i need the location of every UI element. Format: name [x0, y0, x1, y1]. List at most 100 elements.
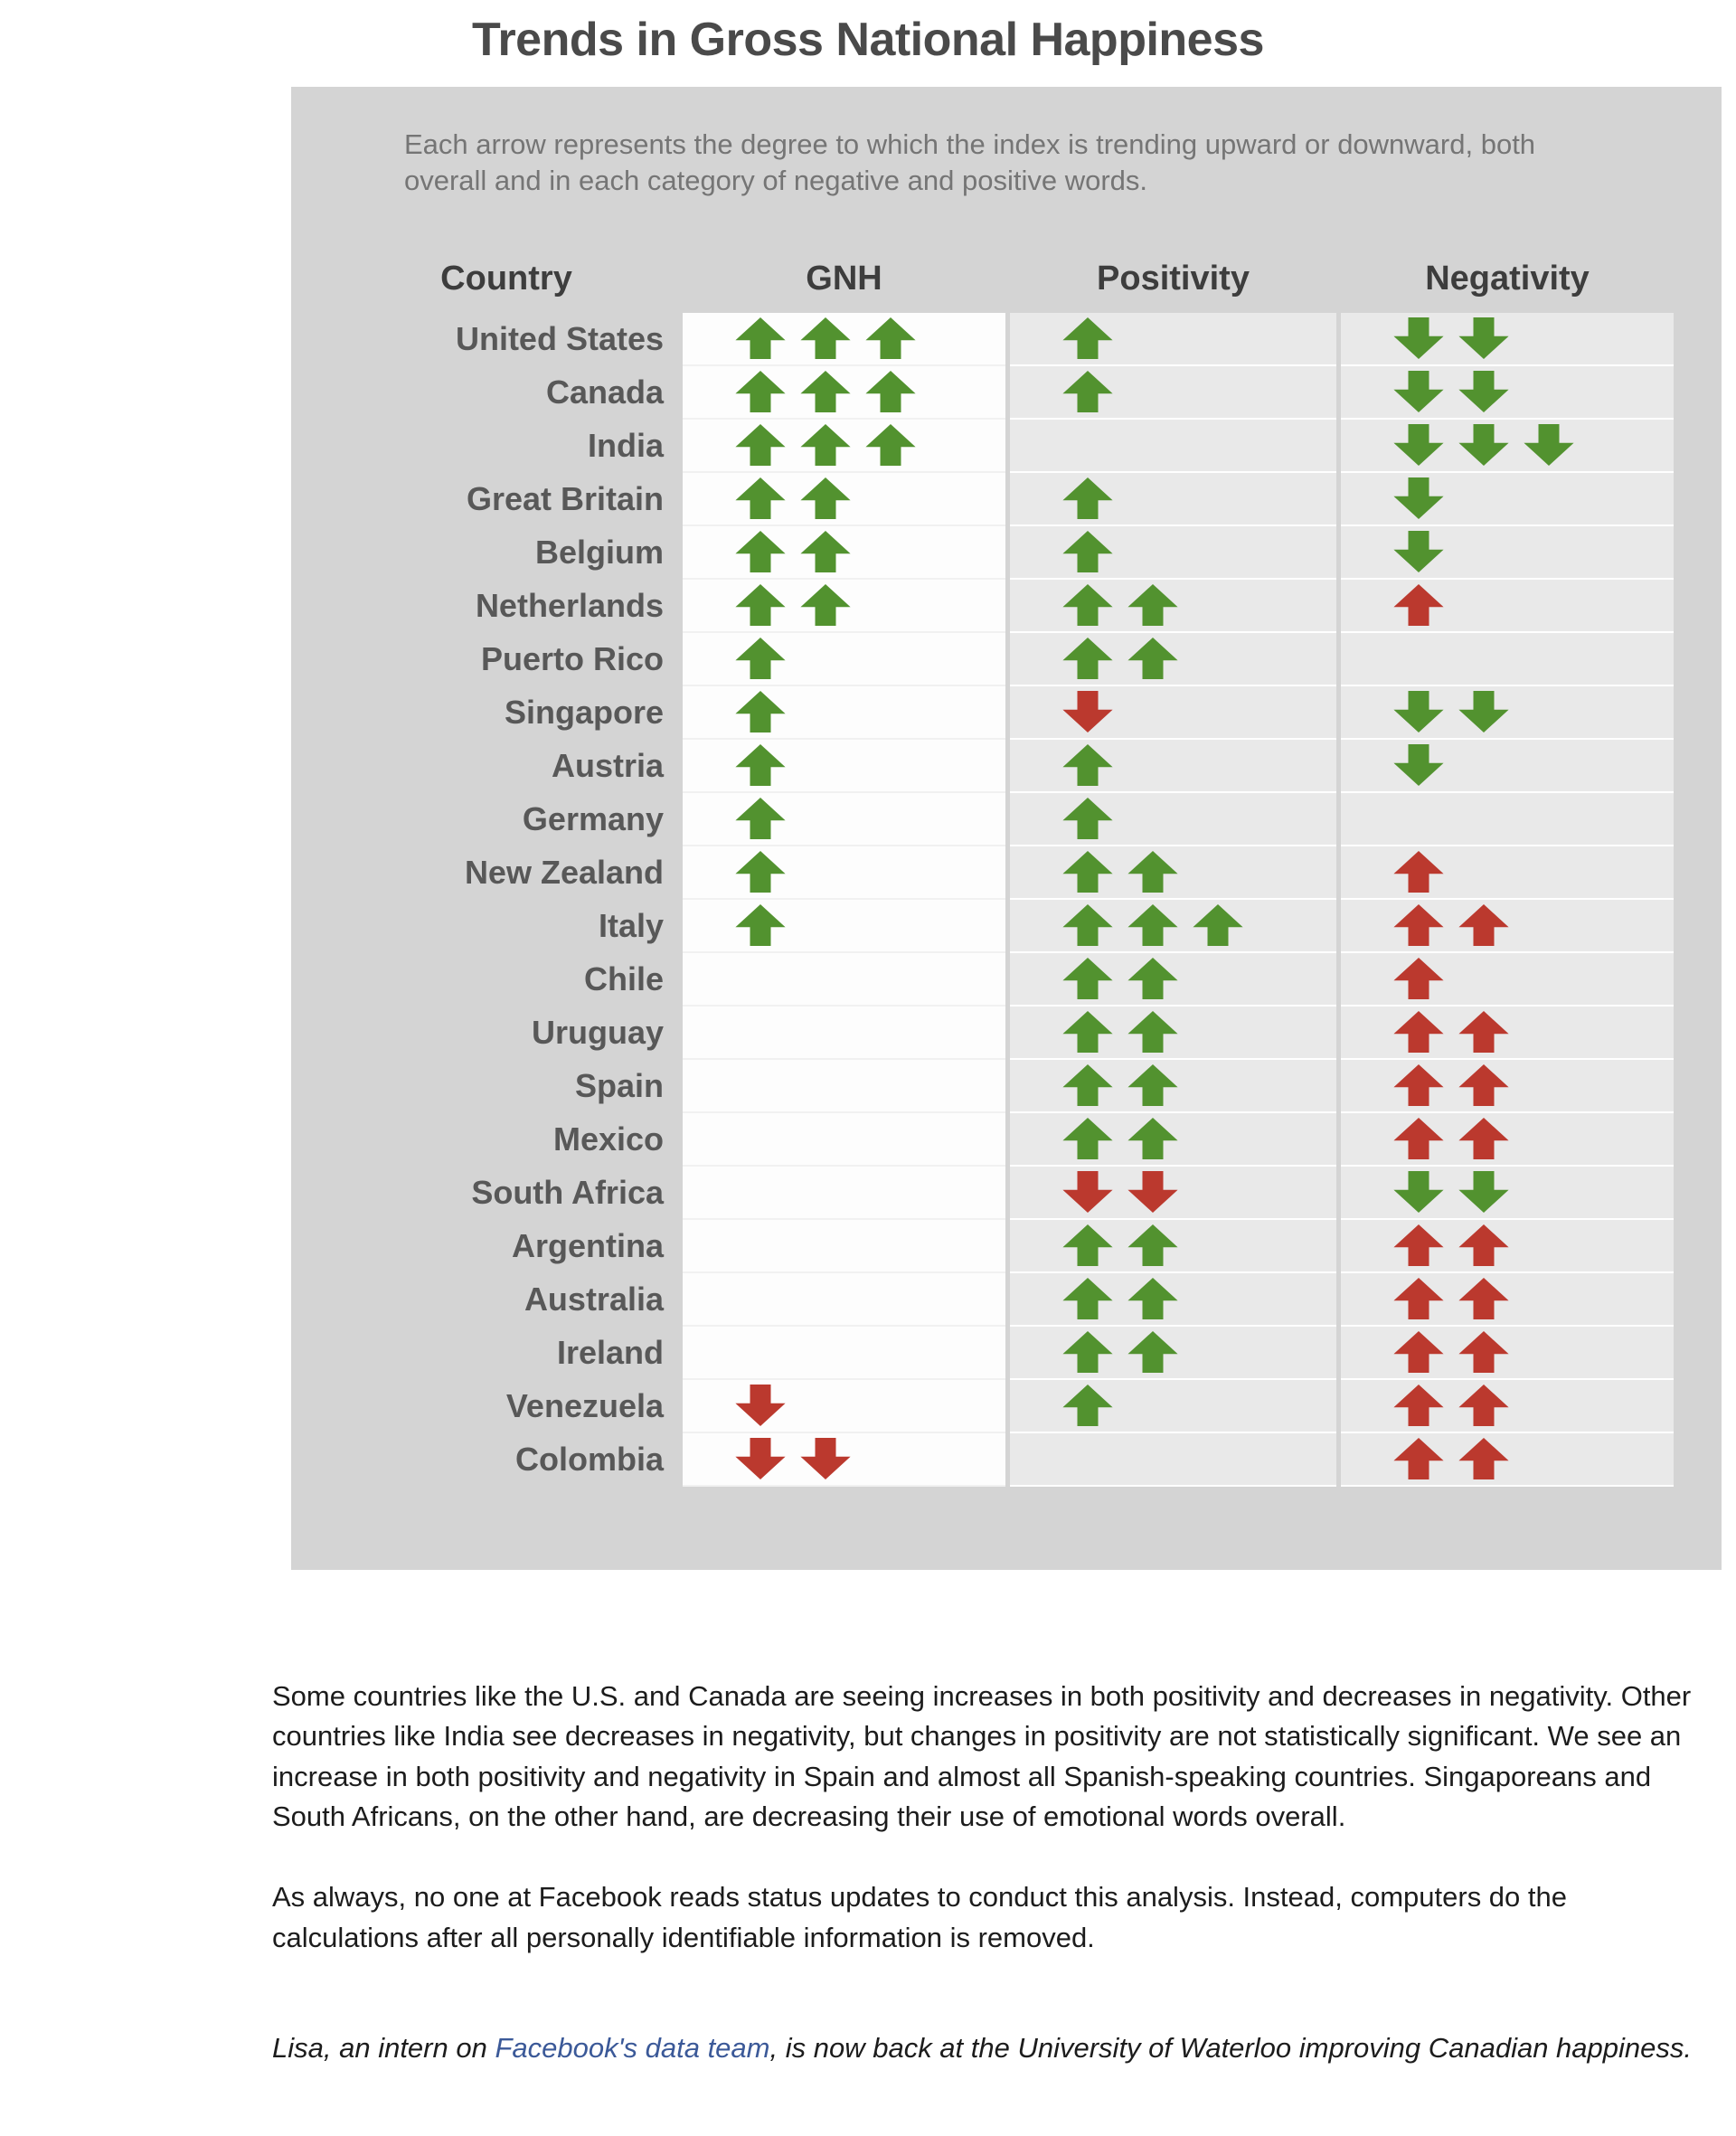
negativity-cell: [1341, 1219, 1674, 1273]
positivity-cell: [1010, 1166, 1336, 1220]
page-title: Trends in Gross National Happiness: [472, 14, 1264, 66]
up-arrow-green-icon: [1127, 638, 1178, 680]
country-label: New Zealand: [464, 853, 664, 891]
up-arrow-green-icon: [1062, 744, 1113, 787]
table-row: New Zealand: [335, 846, 1674, 900]
footer-text-before: Lisa, an intern on: [272, 2032, 495, 2065]
positivity-cell: [1010, 525, 1336, 580]
up-arrow-red-icon: [1393, 1438, 1444, 1480]
positivity-cell: [1010, 312, 1336, 366]
up-arrow-green-icon: [1062, 477, 1113, 520]
country-label: Austria: [551, 746, 664, 784]
footer-text-after: , is now back at the University of Water…: [769, 2032, 1693, 2065]
up-arrow-green-icon: [800, 371, 851, 413]
positivity-cell: [1010, 952, 1336, 1007]
up-arrow-green-icon: [800, 477, 851, 520]
negativity-cell: [1341, 525, 1674, 580]
table-row: Austria: [335, 739, 1674, 793]
down-arrow-green-icon: [1458, 317, 1509, 360]
country-label: Canada: [545, 373, 664, 411]
up-arrow-red-icon: [1458, 1011, 1509, 1054]
negativity-cell: [1341, 1379, 1674, 1433]
negativity-cell: [1341, 1112, 1674, 1167]
down-arrow-green-icon: [1393, 424, 1444, 467]
country-label: Great Britain: [466, 479, 664, 517]
down-arrow-green-icon: [1524, 424, 1574, 467]
down-arrow-green-icon: [1393, 1171, 1444, 1214]
down-arrow-red-icon: [735, 1438, 786, 1480]
up-arrow-green-icon: [1062, 317, 1113, 360]
gnh-cell: [683, 1006, 1005, 1060]
table-row: Great Britain: [335, 472, 1674, 526]
table-row: Argentina: [335, 1219, 1674, 1273]
positivity-cell: [1010, 579, 1336, 633]
country-label: Belgium: [534, 533, 664, 571]
table-row: Chile: [335, 952, 1674, 1007]
up-arrow-red-icon: [1458, 1438, 1509, 1480]
up-arrow-green-icon: [865, 371, 916, 413]
gnh-cell: [683, 1272, 1005, 1327]
table-row: Colombia: [335, 1432, 1674, 1487]
up-arrow-red-icon: [1458, 1064, 1509, 1107]
col-header-gnh: GNH: [806, 259, 882, 298]
table-row: India: [335, 419, 1674, 473]
negativity-cell: [1341, 899, 1674, 953]
up-arrow-green-icon: [1062, 798, 1113, 840]
country-label: Spain: [574, 1066, 664, 1104]
down-arrow-red-icon: [1062, 1171, 1113, 1214]
up-arrow-green-icon: [800, 531, 851, 573]
up-arrow-red-icon: [1393, 1064, 1444, 1107]
country-label: Colombia: [514, 1440, 664, 1478]
up-arrow-green-icon: [800, 424, 851, 467]
country-label: Ireland: [556, 1333, 664, 1371]
gnh-cell: [683, 419, 1005, 473]
up-arrow-red-icon: [1393, 1118, 1444, 1160]
up-arrow-red-icon: [1393, 958, 1444, 1000]
gnh-cell: [683, 579, 1005, 633]
table-row: United States: [335, 312, 1674, 366]
down-arrow-green-icon: [1393, 371, 1444, 413]
up-arrow-green-icon: [1127, 851, 1178, 893]
footer-note: Lisa, an intern on Facebook's data team,…: [272, 2028, 1719, 2069]
down-arrow-red-icon: [1127, 1171, 1178, 1214]
data-team-link[interactable]: Facebook's data team: [495, 2032, 770, 2065]
up-arrow-red-icon: [1393, 1278, 1444, 1320]
up-arrow-red-icon: [1458, 1331, 1509, 1374]
positivity-cell: [1010, 1059, 1336, 1113]
table-row: Uruguay: [335, 1006, 1674, 1060]
up-arrow-red-icon: [1458, 1118, 1509, 1160]
table-row: Germany: [335, 792, 1674, 846]
up-arrow-red-icon: [1393, 851, 1444, 893]
country-label: South Africa: [471, 1173, 664, 1211]
positivity-cell: [1010, 685, 1336, 740]
positivity-cell: [1010, 472, 1336, 526]
table-row: Australia: [335, 1272, 1674, 1327]
up-arrow-red-icon: [1458, 1224, 1509, 1267]
negativity-cell: [1341, 952, 1674, 1007]
gnh-cell: [683, 472, 1005, 526]
positivity-cell: [1010, 365, 1336, 420]
country-label: Singapore: [504, 693, 664, 731]
up-arrow-red-icon: [1393, 1011, 1444, 1054]
down-arrow-green-icon: [1458, 1171, 1509, 1214]
down-arrow-red-icon: [1062, 691, 1113, 733]
up-arrow-red-icon: [1458, 904, 1509, 947]
up-arrow-green-icon: [1127, 1224, 1178, 1267]
down-arrow-green-icon: [1458, 371, 1509, 413]
up-arrow-green-icon: [800, 317, 851, 360]
gnh-cell: [683, 1379, 1005, 1433]
table-row: Belgium: [335, 525, 1674, 580]
positivity-cell: [1010, 1006, 1336, 1060]
country-label: Argentina: [511, 1226, 664, 1264]
up-arrow-green-icon: [1062, 531, 1113, 573]
up-arrow-green-icon: [1127, 584, 1178, 627]
up-arrow-green-icon: [1062, 1385, 1113, 1427]
country-label: Venezuela: [505, 1386, 664, 1424]
up-arrow-green-icon: [1127, 1331, 1178, 1374]
table-row: Ireland: [335, 1326, 1674, 1380]
up-arrow-red-icon: [1393, 1224, 1444, 1267]
up-arrow-green-icon: [1062, 371, 1113, 413]
positivity-cell: [1010, 739, 1336, 793]
negativity-cell: [1341, 632, 1674, 686]
negativity-cell: [1341, 792, 1674, 846]
